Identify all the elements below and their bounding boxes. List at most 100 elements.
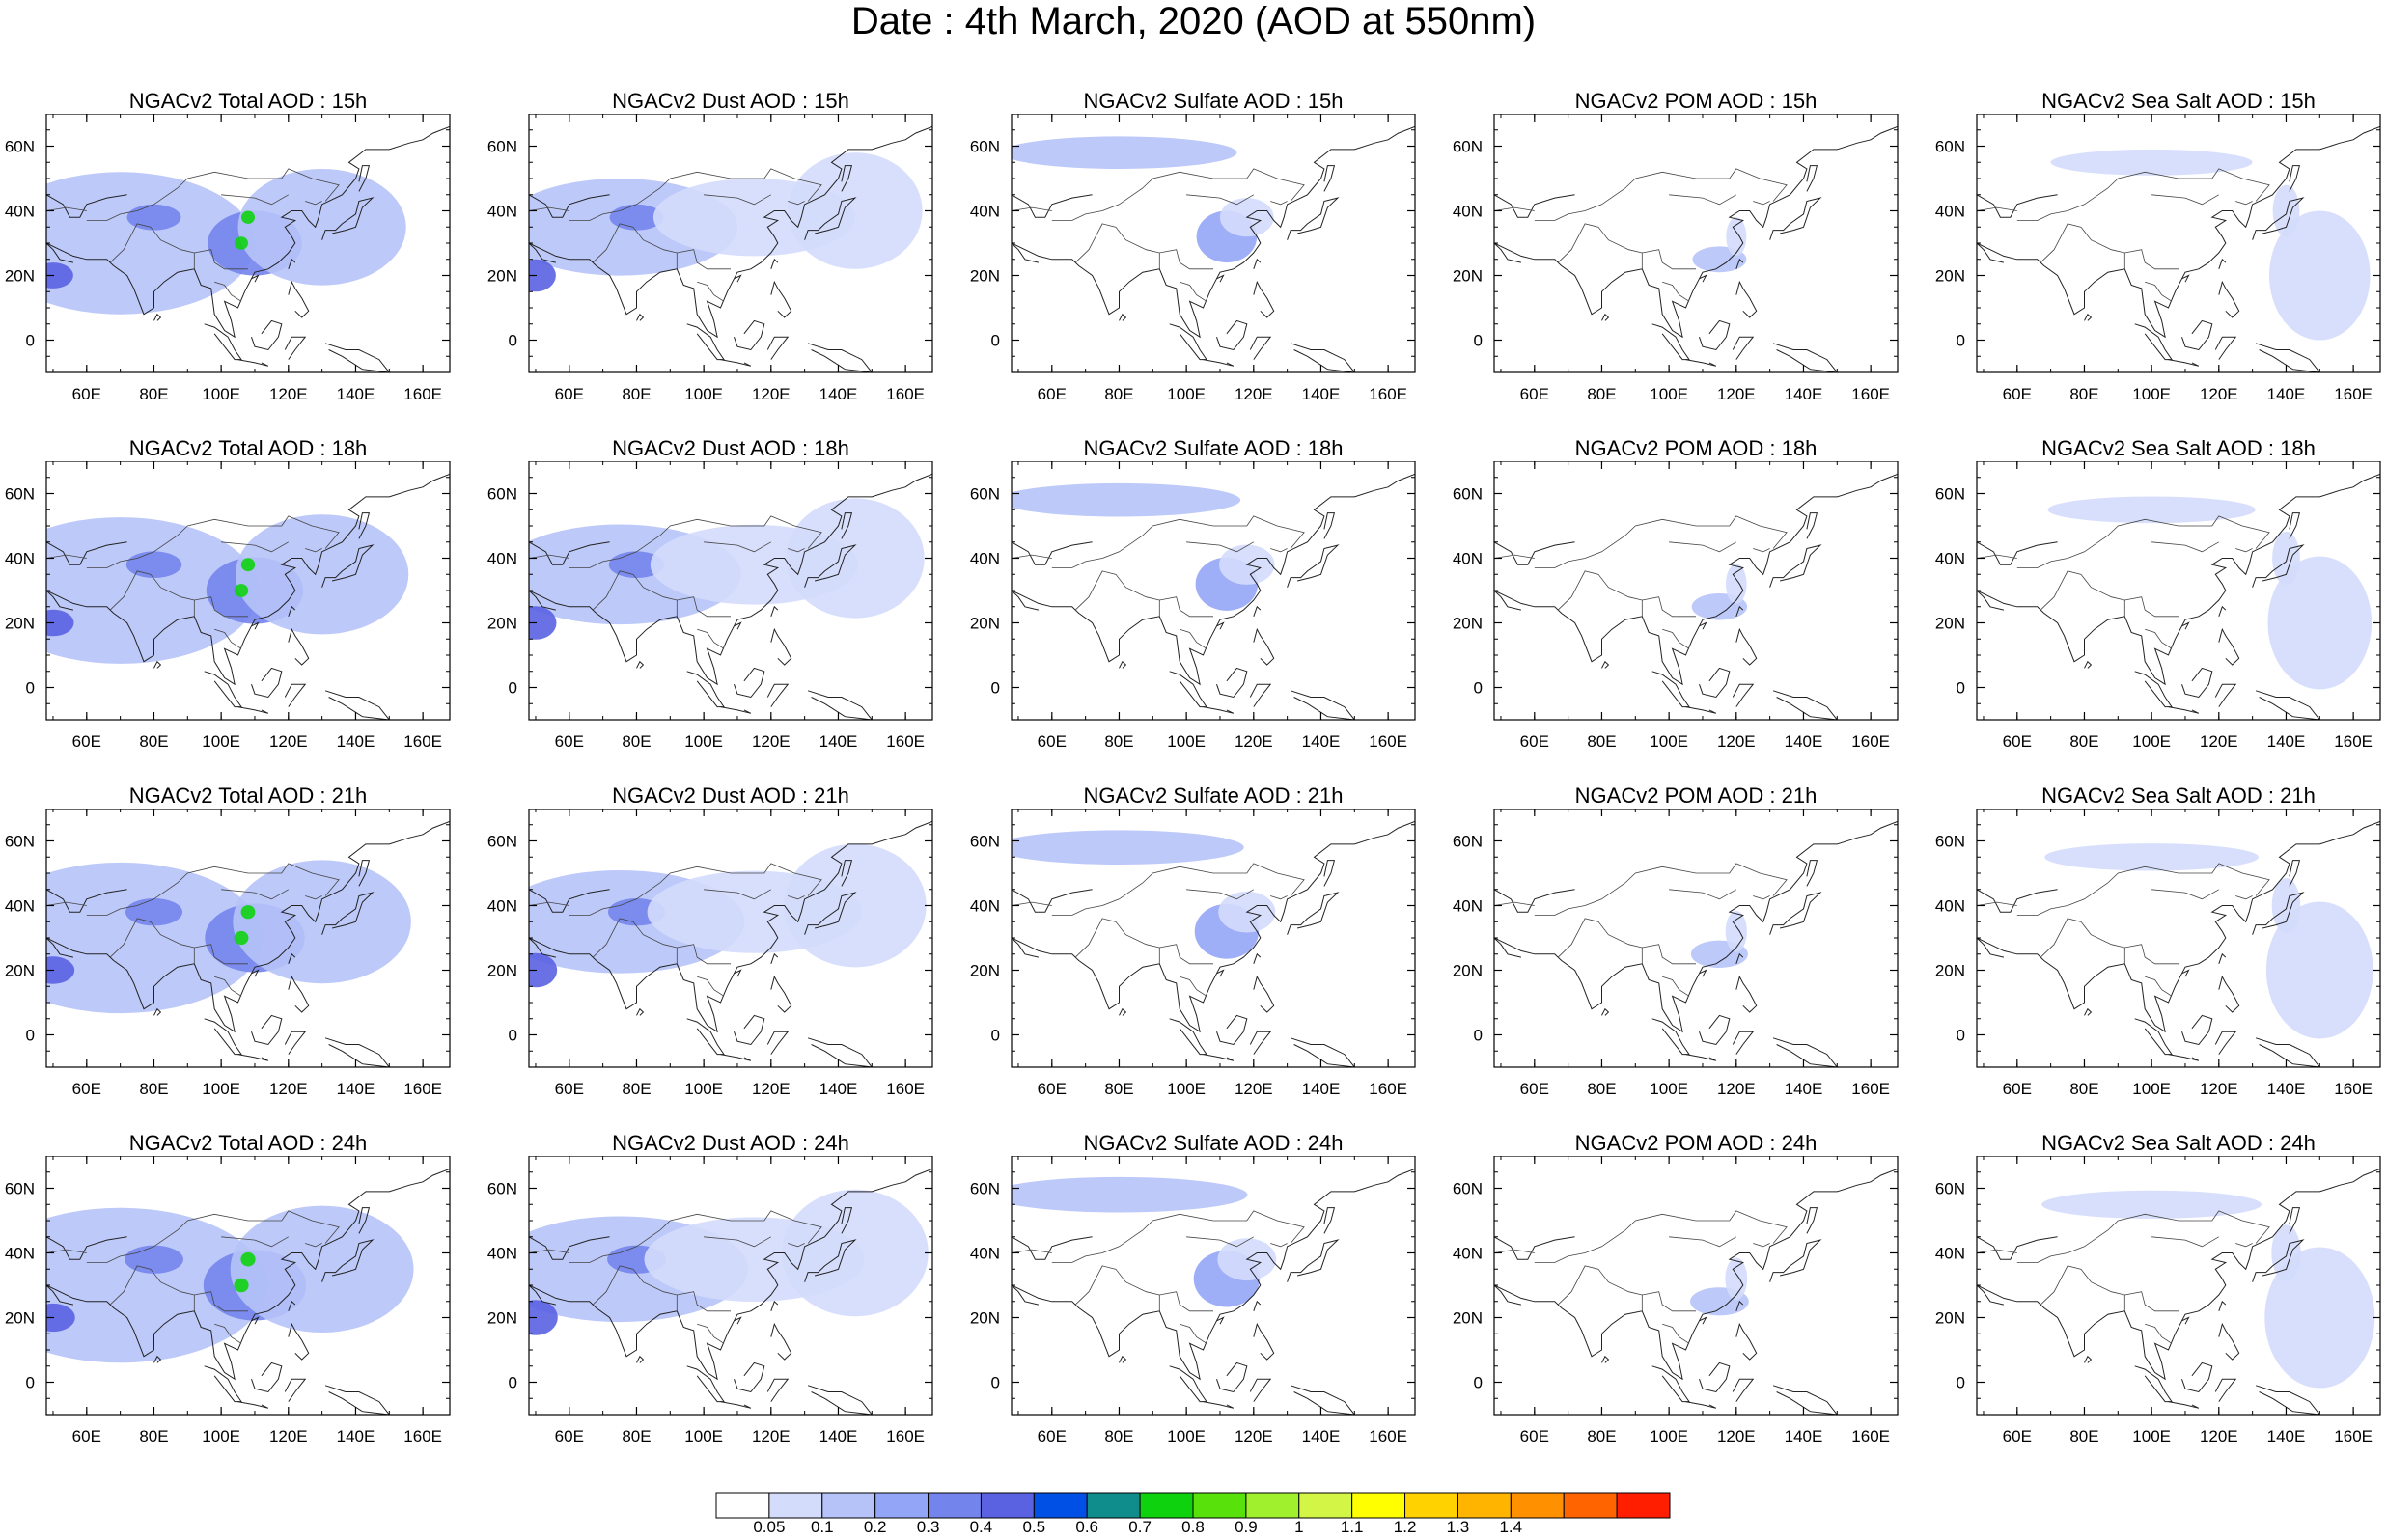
coastline (46, 473, 450, 686)
lon-tick-label: 120E (2200, 732, 2238, 751)
coastline (734, 319, 765, 351)
coastline (807, 343, 873, 372)
country-border (2040, 223, 2179, 270)
coastline (1699, 1361, 1731, 1393)
lat-tick-label: 60N (1453, 138, 1483, 156)
country-border (1753, 1243, 1770, 1248)
lon-tick-label: 80E (1104, 1427, 1133, 1445)
coastline (841, 165, 853, 192)
aod-region (1012, 482, 1241, 517)
lon-tick-label: 140E (337, 1080, 375, 1098)
lat-tick-label: 20N (1453, 1309, 1483, 1328)
coastline (720, 1054, 752, 1061)
country-border (86, 863, 340, 916)
aod-region (786, 498, 925, 619)
aod-region (788, 152, 923, 269)
coastline (734, 1361, 765, 1393)
coastline (770, 258, 779, 269)
coastline (1699, 274, 1707, 283)
aod-region (1726, 217, 1747, 257)
coastline (841, 860, 853, 887)
lat-tick-label: 60N (1935, 138, 1965, 156)
coastline (529, 820, 932, 1033)
lat-tick-label: 40N (970, 897, 1000, 916)
aod-region (46, 172, 255, 315)
country-border (1977, 206, 2017, 211)
colorbar-label: 0.5 (1022, 1518, 1045, 1534)
coastline (1012, 1236, 1093, 1260)
coastline (1012, 937, 1040, 958)
map-panel-grid: NGACv2 Total AOD : 15h 60E 80E 100E 120E 140E… (5, 89, 2381, 1445)
country-border (1180, 628, 1207, 649)
lat-tick-label: 60N (1453, 485, 1483, 504)
coastline (770, 605, 779, 617)
country-border (109, 570, 248, 618)
country-border (529, 1249, 569, 1253)
country-border (1270, 201, 1288, 206)
country-border (704, 194, 771, 206)
country-border (221, 541, 289, 553)
aod-region (782, 1189, 929, 1317)
coastline (1732, 1378, 1755, 1402)
country-border (569, 515, 822, 568)
lon-tick-label: 60E (1038, 1080, 1067, 1098)
lat-tick-label: 0 (26, 679, 35, 698)
coastline (2134, 1018, 2173, 1056)
coastline (2289, 165, 2301, 192)
colorbar-label: 1.3 (1447, 1518, 1470, 1534)
lon-tick-label: 100E (1167, 1427, 1206, 1445)
coastline (841, 1207, 853, 1234)
country-border (1977, 554, 2017, 559)
aod-region (2272, 531, 2300, 586)
coastline (237, 359, 269, 367)
coastline (529, 242, 557, 263)
country-border (2151, 1236, 2219, 1248)
coastline (2181, 274, 2190, 283)
country-border (221, 1236, 289, 1248)
colorbar-box (1457, 1492, 1512, 1519)
country-border (86, 1210, 340, 1263)
lon-tick-label: 160E (886, 732, 925, 751)
map-panel: NGACv2 POM AOD : 15h 60E 80E 100E 120E 140E 16… (1448, 89, 1901, 407)
map-plot: 60E 80E 100E 120E 140E 160E 0 20N 40N 60N (5, 809, 451, 1098)
panel-title: NGACv2 Sea Salt AOD : 15h (2041, 89, 2316, 113)
lon-tick-label: 160E (2334, 385, 2373, 403)
lon-tick-label: 100E (1650, 385, 1688, 403)
lat-tick-label: 40N (487, 203, 517, 221)
lon-tick-label: 140E (819, 732, 858, 751)
coastline (770, 280, 792, 318)
coastline (2252, 1239, 2305, 1282)
coastline (1732, 683, 1755, 707)
lon-tick-label: 60E (1038, 385, 1067, 403)
coastline (2214, 1031, 2237, 1055)
lat-tick-label: 20N (970, 1309, 1000, 1328)
coastline (1253, 952, 1262, 964)
coastline (1253, 280, 1275, 318)
lat-tick-label: 40N (1453, 203, 1483, 221)
coastline (720, 359, 752, 367)
lat-tick-label: 40N (5, 203, 35, 221)
colorbar-label: 0.3 (917, 1518, 940, 1534)
aod-region (529, 259, 556, 292)
country-border (46, 1249, 87, 1253)
lon-tick-label: 60E (72, 385, 101, 403)
lat-tick-label: 40N (1935, 203, 1965, 221)
coastline (1769, 197, 1822, 240)
coastline (1290, 343, 1355, 372)
lon-tick-label: 120E (1717, 1080, 1756, 1098)
lon-tick-label: 120E (1235, 1427, 1273, 1445)
aod-region (608, 551, 665, 578)
coastline (2168, 1401, 2200, 1409)
coastline (1203, 1401, 1235, 1409)
panel-title: NGACv2 Sulfate AOD : 24h (1083, 1131, 1344, 1155)
coastline (2218, 258, 2227, 269)
country-border (1753, 201, 1770, 206)
lat-tick-label: 0 (1474, 332, 1483, 350)
country-border (1494, 901, 1535, 906)
country-border (1753, 548, 1770, 553)
coastline (288, 1300, 296, 1311)
lon-tick-label: 160E (886, 1080, 925, 1098)
coastline (1253, 975, 1275, 1013)
lon-tick-label: 140E (337, 385, 375, 403)
aod-region (46, 862, 264, 1014)
